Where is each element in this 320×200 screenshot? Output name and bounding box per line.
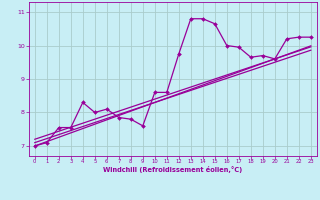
X-axis label: Windchill (Refroidissement éolien,°C): Windchill (Refroidissement éolien,°C) [103, 166, 243, 173]
